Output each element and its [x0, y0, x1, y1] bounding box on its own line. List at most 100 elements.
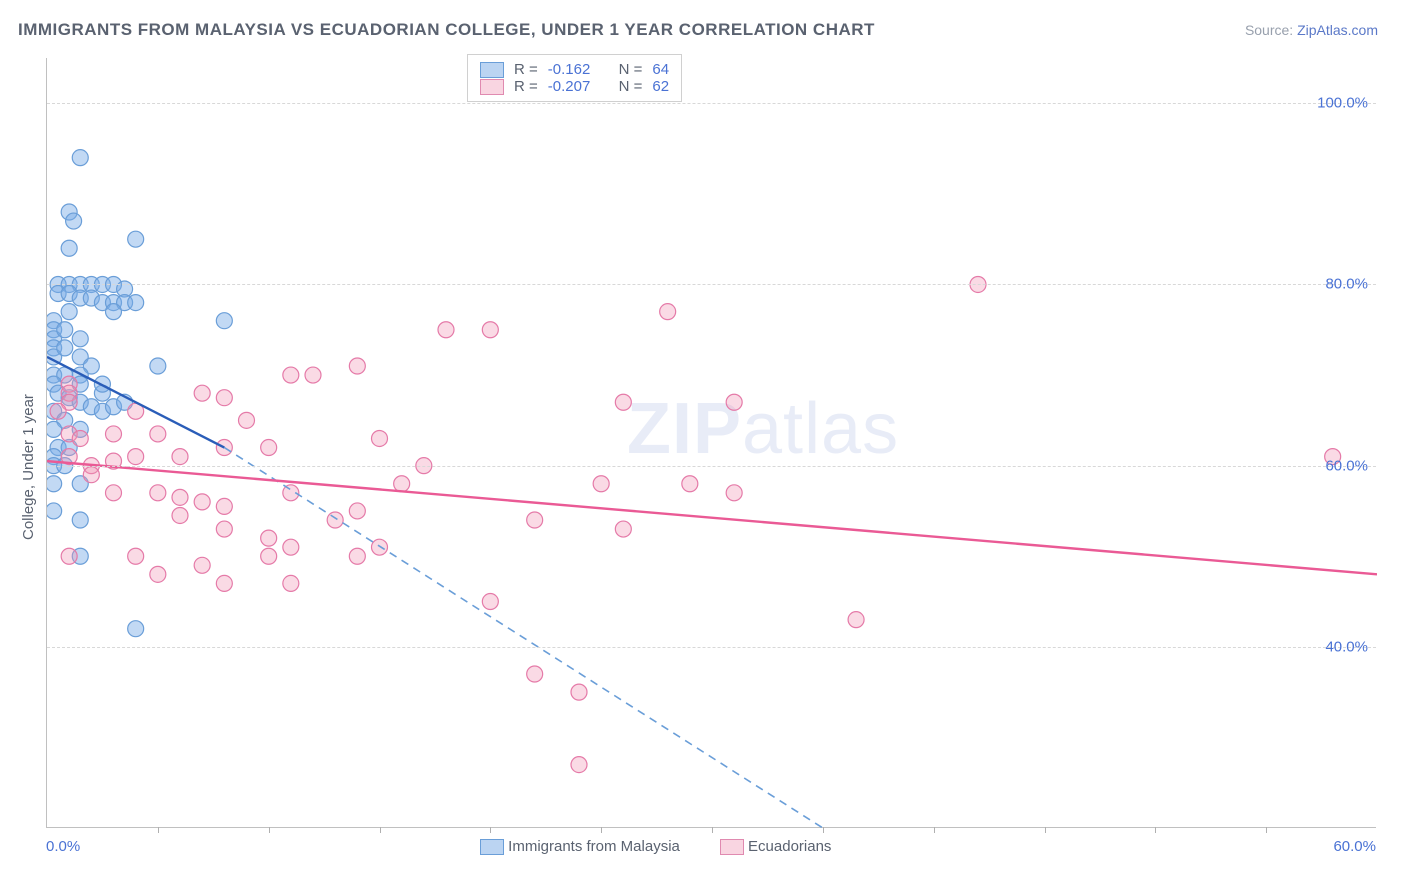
- regression-extrapolation: [224, 448, 823, 828]
- legend-row-malaysia: R = -0.162 N = 64: [480, 61, 669, 78]
- data-point: [615, 394, 631, 410]
- n-value-ecuadorians: 62: [652, 78, 669, 95]
- data-point: [47, 349, 62, 365]
- data-point: [615, 521, 631, 537]
- data-point: [83, 399, 99, 415]
- data-point: [571, 757, 587, 773]
- data-point: [50, 286, 66, 302]
- data-point: [94, 403, 110, 419]
- data-point: [150, 566, 166, 582]
- data-point: [47, 376, 62, 392]
- data-point: [106, 399, 122, 415]
- r-label: R =: [514, 61, 538, 78]
- y-axis-title: College, Under 1 year: [20, 394, 37, 540]
- data-point: [438, 322, 454, 338]
- legend-item-ecuadorians: Ecuadorians: [720, 838, 832, 855]
- data-point: [128, 231, 144, 247]
- x-tick: [934, 827, 935, 833]
- data-point: [172, 449, 188, 465]
- correlation-legend: R = -0.162 N = 64 R = -0.207 N = 62: [467, 54, 682, 102]
- data-point: [72, 394, 88, 410]
- data-point: [106, 485, 122, 501]
- data-point: [128, 548, 144, 564]
- data-point: [194, 385, 210, 401]
- data-point: [128, 449, 144, 465]
- data-point: [150, 426, 166, 442]
- data-point: [372, 539, 388, 555]
- gridline: [47, 284, 1376, 285]
- x-axis-min-label: 0.0%: [46, 838, 80, 855]
- x-tick: [380, 827, 381, 833]
- data-point: [47, 367, 62, 383]
- data-point: [47, 421, 62, 437]
- data-point: [150, 358, 166, 374]
- chart-svg: [47, 58, 1377, 828]
- data-point: [72, 150, 88, 166]
- legend-swatch-ecuadorians: [720, 839, 744, 855]
- gridline: [47, 647, 1376, 648]
- data-point: [349, 548, 365, 564]
- data-point: [61, 390, 77, 406]
- y-tick-label: 80.0%: [1325, 276, 1368, 293]
- plot-area: ZIPatlas R = -0.162 N = 64 R = -0.207 N …: [46, 58, 1376, 828]
- data-point: [527, 512, 543, 528]
- n-label: N =: [619, 61, 643, 78]
- x-tick: [269, 827, 270, 833]
- data-point: [61, 385, 77, 401]
- data-point: [106, 426, 122, 442]
- data-point: [61, 240, 77, 256]
- swatch-malaysia: [480, 62, 504, 78]
- data-point: [283, 539, 299, 555]
- data-point: [47, 449, 62, 465]
- n-label-2: N =: [619, 78, 643, 95]
- data-point: [47, 340, 62, 356]
- data-point: [261, 440, 277, 456]
- data-point: [72, 349, 88, 365]
- x-axis-max-label: 60.0%: [1333, 838, 1376, 855]
- data-point: [106, 304, 122, 320]
- y-tick-label: 40.0%: [1325, 638, 1368, 655]
- data-point: [57, 340, 73, 356]
- legend-swatch-malaysia: [480, 839, 504, 855]
- regression-line: [47, 357, 224, 448]
- data-point: [72, 376, 88, 392]
- data-point: [305, 367, 321, 383]
- data-point: [47, 322, 62, 338]
- data-point: [660, 304, 676, 320]
- data-point: [66, 213, 82, 229]
- data-point: [61, 440, 77, 456]
- source-label: Source:: [1245, 22, 1293, 38]
- data-point: [482, 322, 498, 338]
- data-point: [61, 394, 77, 410]
- data-point: [172, 489, 188, 505]
- data-point: [482, 594, 498, 610]
- data-point: [72, 367, 88, 383]
- watermark: ZIPatlas: [627, 388, 899, 470]
- y-tick-label: 100.0%: [1317, 95, 1368, 112]
- data-point: [349, 503, 365, 519]
- data-point: [47, 403, 62, 419]
- data-point: [72, 430, 88, 446]
- data-point: [216, 498, 232, 514]
- data-point: [83, 358, 99, 374]
- data-point: [372, 430, 388, 446]
- y-tick-label: 60.0%: [1325, 457, 1368, 474]
- data-point: [194, 557, 210, 573]
- data-point: [61, 376, 77, 392]
- data-point: [61, 449, 77, 465]
- source-link[interactable]: ZipAtlas.com: [1297, 22, 1378, 38]
- data-point: [47, 476, 62, 492]
- data-point: [726, 485, 742, 501]
- data-point: [216, 521, 232, 537]
- data-point: [726, 394, 742, 410]
- data-point: [57, 322, 73, 338]
- data-point: [283, 367, 299, 383]
- data-point: [216, 313, 232, 329]
- data-point: [47, 503, 62, 519]
- x-tick: [712, 827, 713, 833]
- data-point: [117, 394, 133, 410]
- x-tick: [1266, 827, 1267, 833]
- data-point: [327, 512, 343, 528]
- data-point: [94, 295, 110, 311]
- gridline: [47, 466, 1376, 467]
